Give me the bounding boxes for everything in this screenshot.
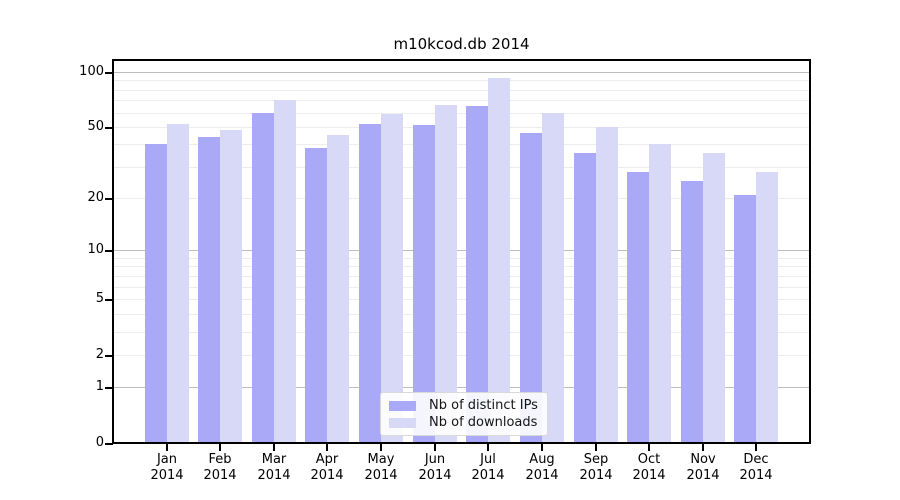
grid-major-line (113, 387, 810, 388)
x-axis-tick-label: Jul 2014 (471, 452, 505, 483)
y-axis-tick (105, 72, 113, 74)
bar-distinct-ips (466, 106, 488, 443)
y-axis-tick-label: 100 (79, 64, 104, 79)
bar-downloads (435, 105, 457, 443)
legend-swatch-distinct-ips (389, 400, 416, 411)
y-axis-tick-label: 1 (95, 379, 104, 394)
legend: Nb of distinct IPs Nb of downloads (380, 392, 548, 436)
y-axis-tick (105, 387, 113, 389)
bar-downloads (381, 114, 403, 443)
bar-distinct-ips (198, 137, 220, 443)
x-axis-tick-label: Jun 2014 (418, 452, 452, 483)
grid-minor-line (113, 167, 810, 168)
bar-distinct-ips (734, 195, 756, 443)
x-axis-tick (326, 444, 328, 451)
chart-title: m10kcod.db 2014 (393, 35, 530, 53)
axis-spine-bottom (112, 442, 811, 444)
y-axis-tick (105, 198, 113, 200)
x-axis-tick (273, 444, 275, 451)
x-axis-tick (219, 444, 221, 451)
y-axis-tick (105, 127, 113, 129)
legend-swatch-downloads (389, 417, 416, 428)
x-axis-tick (702, 444, 704, 451)
legend-label-downloads: Nb of downloads (429, 415, 538, 430)
x-axis-tick-label: Aug 2014 (525, 452, 559, 483)
grid-major-line (113, 250, 810, 251)
x-axis-tick (380, 444, 382, 451)
x-axis-tick (434, 444, 436, 451)
bar-distinct-ips (413, 125, 435, 443)
y-axis-tick (105, 355, 113, 357)
bar-downloads (220, 130, 242, 443)
y-axis-tick-label: 50 (87, 119, 104, 134)
grid-minor-line (113, 266, 810, 267)
grid-minor-line (113, 80, 810, 81)
x-axis-tick (595, 444, 597, 451)
bar-distinct-ips (145, 144, 167, 443)
y-axis-tick (105, 250, 113, 252)
bar-distinct-ips (252, 113, 274, 443)
x-axis-tick-label: May 2014 (364, 452, 398, 483)
axis-spine-right (809, 59, 811, 444)
x-axis-tick (541, 444, 543, 451)
axis-spine-left (112, 59, 114, 444)
x-axis-tick-label: Oct 2014 (632, 452, 666, 483)
bar-distinct-ips (359, 124, 381, 443)
grid-minor-line (113, 113, 810, 114)
bar-downloads (327, 135, 349, 443)
y-axis-tick-label: 5 (95, 291, 104, 306)
bar-downloads (488, 78, 510, 443)
bar-downloads (649, 144, 671, 443)
y-axis-tick-label: 0 (95, 435, 104, 450)
bar-distinct-ips (520, 133, 542, 443)
grid-minor-line (113, 100, 810, 101)
bar-downloads (167, 124, 189, 443)
legend-entry-distinct-ips: Nb of distinct IPs (389, 398, 539, 413)
bar-downloads (703, 153, 725, 443)
grid-minor-line (113, 258, 810, 259)
y-axis-tick-label: 2 (95, 347, 104, 362)
x-axis-tick-label: Mar 2014 (257, 452, 291, 483)
x-axis-tick-label: Dec 2014 (739, 452, 773, 483)
grid-minor-line (113, 287, 810, 288)
x-axis-tick (487, 444, 489, 451)
grid-major-line (113, 72, 810, 73)
grid-minor-line (113, 144, 810, 145)
y-axis-tick (105, 299, 113, 301)
grid-minor-line (113, 332, 810, 333)
x-axis-tick-label: Jan 2014 (150, 452, 184, 483)
bar-distinct-ips (681, 181, 703, 443)
y-axis-tick-label: 20 (87, 190, 104, 205)
x-axis-tick (755, 444, 757, 451)
legend-entry-downloads: Nb of downloads (389, 415, 539, 430)
grid-minor-line (113, 90, 810, 91)
axis-spine-top (112, 59, 811, 61)
legend-label-distinct-ips: Nb of distinct IPs (429, 398, 538, 413)
bar-distinct-ips (627, 172, 649, 443)
grid-minor-line (113, 299, 810, 300)
bar-distinct-ips (574, 153, 596, 443)
bar-distinct-ips (305, 148, 327, 443)
x-axis-tick (648, 444, 650, 451)
grid-minor-line (113, 314, 810, 315)
grid-minor-line (113, 355, 810, 356)
grid-minor-line (113, 127, 810, 128)
bar-downloads (542, 113, 564, 443)
y-axis-tick (105, 443, 113, 445)
bar-downloads (274, 100, 296, 443)
x-axis-tick-label: Sep 2014 (579, 452, 613, 483)
bar-downloads (596, 127, 618, 443)
grid-minor-line (113, 198, 810, 199)
x-axis-tick-label: Feb 2014 (203, 452, 237, 483)
x-axis-tick-label: Apr 2014 (310, 452, 344, 483)
y-axis-tick-label: 10 (87, 242, 104, 257)
bar-downloads (756, 172, 778, 443)
x-axis-tick-label: Nov 2014 (686, 452, 720, 483)
x-axis-tick (166, 444, 168, 451)
grid-minor-line (113, 276, 810, 277)
